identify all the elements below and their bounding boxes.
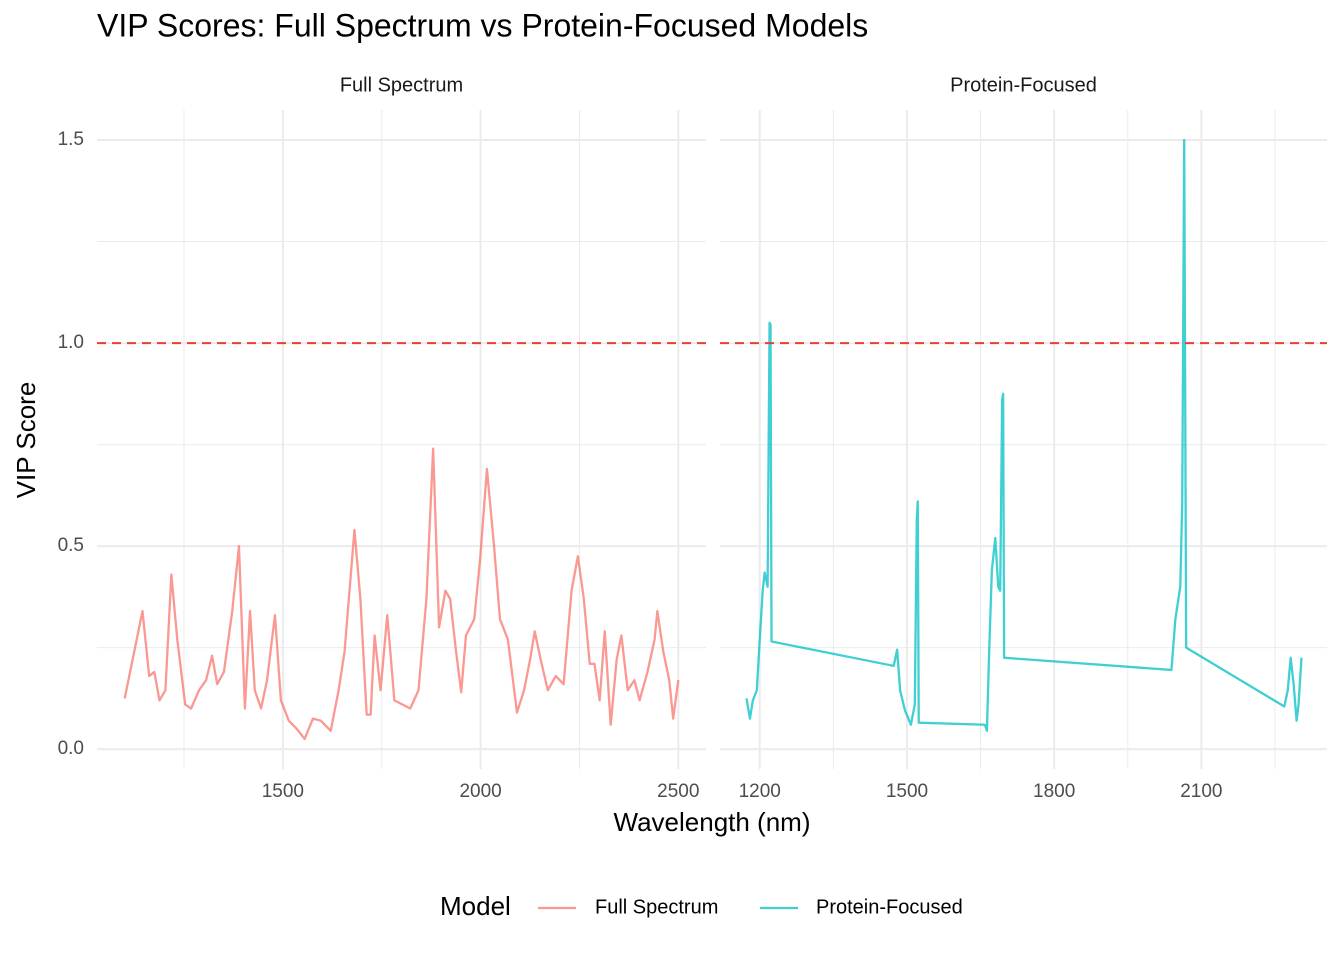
data-line — [123, 447, 680, 741]
y-axis-label: VIP Score — [11, 382, 41, 499]
x-tick-label: 1500 — [886, 781, 928, 802]
x-tick-label: 2000 — [459, 781, 501, 802]
data-line — [745, 138, 1303, 732]
chart-title: VIP Scores: Full Spectrum vs Protein-Foc… — [97, 7, 868, 43]
x-tick-label: 2100 — [1180, 781, 1222, 802]
legend-label: Full Spectrum — [595, 896, 718, 918]
y-tick-label: 0.5 — [58, 535, 84, 556]
x-axis-label: Wavelength (nm) — [614, 807, 811, 837]
legend-title: Model — [440, 891, 511, 921]
legend-label: Protein-Focused — [816, 896, 963, 918]
facet-title: Full Spectrum — [340, 74, 463, 96]
y-tick-label: 0.0 — [58, 738, 84, 759]
x-tick-label: 2500 — [657, 781, 699, 802]
y-tick-label: 1.0 — [58, 332, 84, 353]
x-tick-label: 1500 — [262, 781, 304, 802]
x-tick-label: 1200 — [739, 781, 781, 802]
facet-title: Protein-Focused — [950, 74, 1097, 96]
x-tick-label: 1800 — [1033, 781, 1075, 802]
y-tick-label: 1.5 — [58, 129, 84, 150]
